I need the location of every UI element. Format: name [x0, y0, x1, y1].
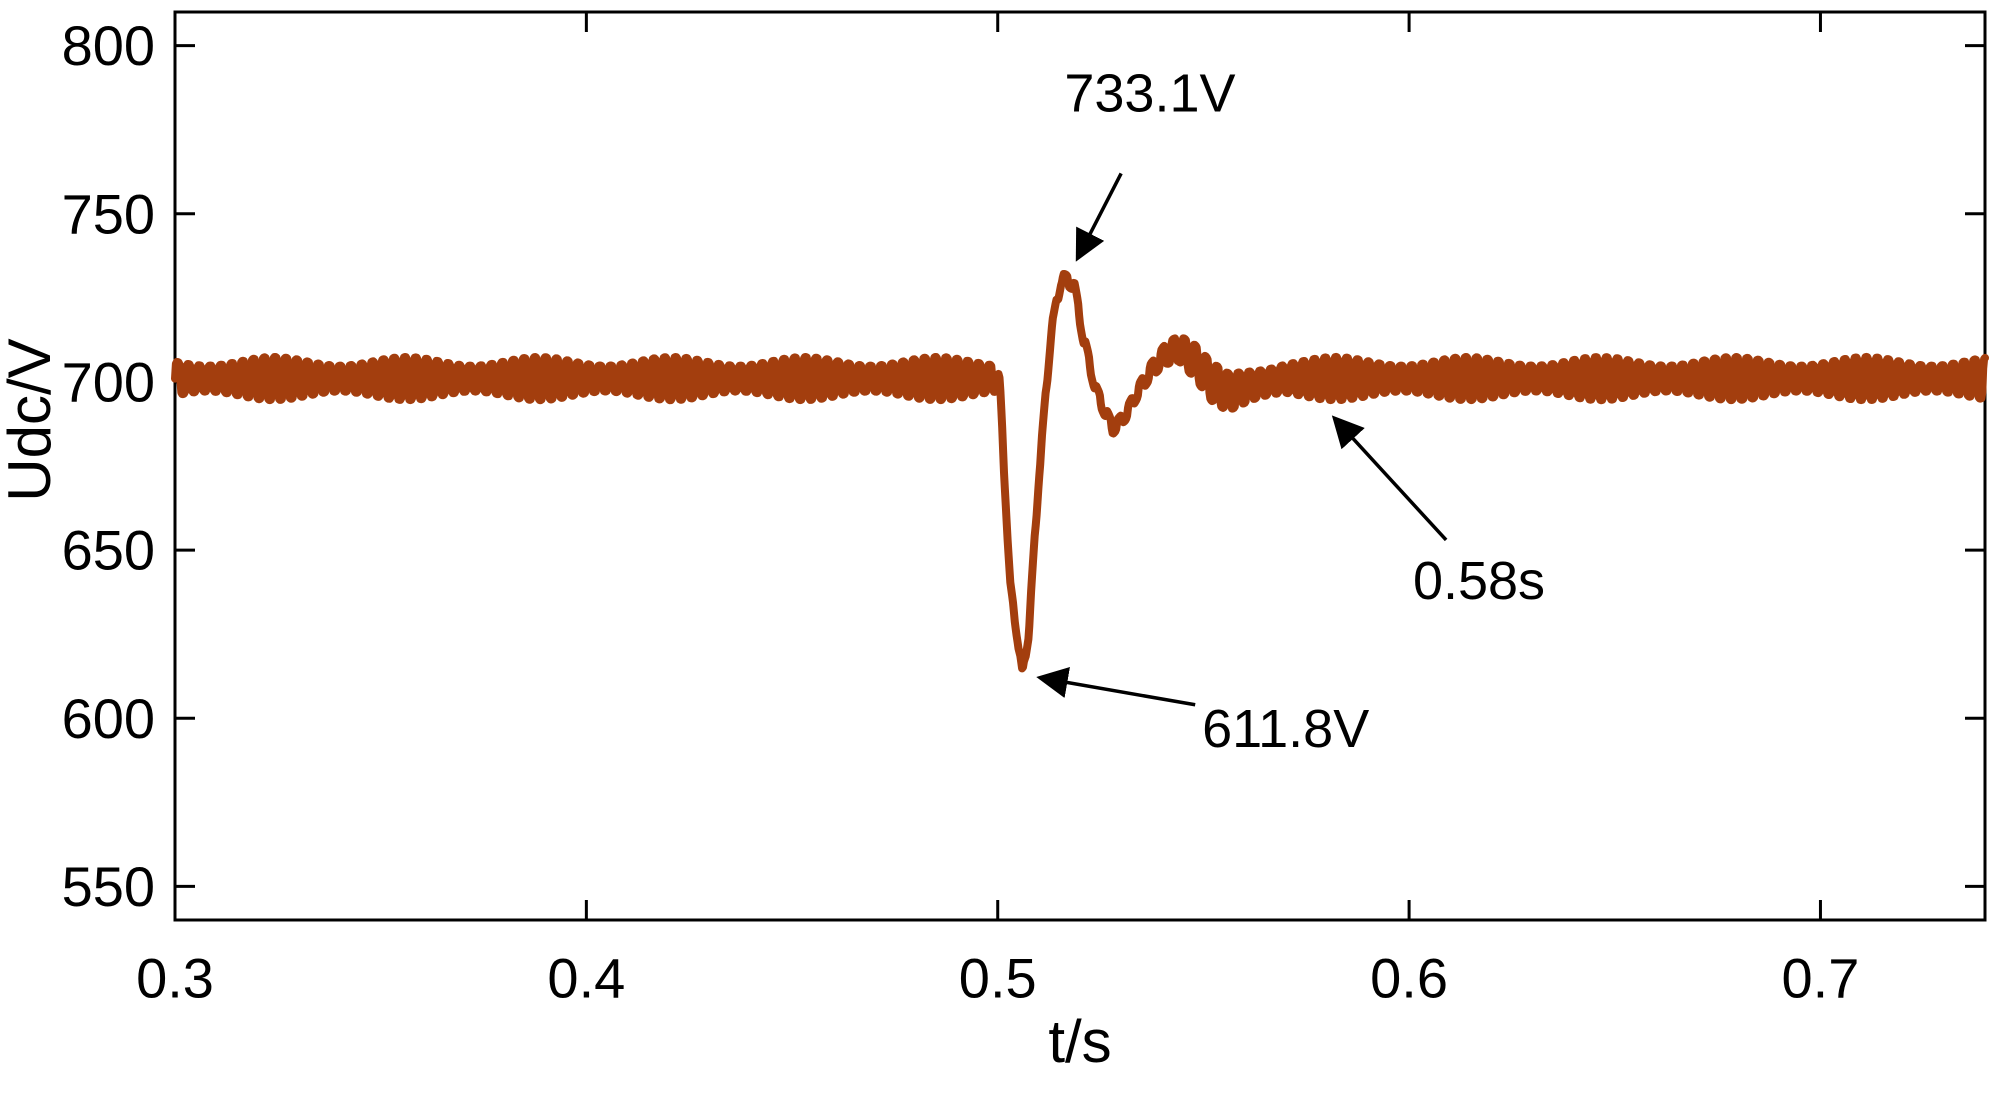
- y-tick-label: 750: [62, 182, 155, 245]
- plot-box: [173, 10, 1987, 922]
- annotation-label: 0.58s: [1413, 551, 1545, 611]
- x-tick-label: 0.5: [959, 947, 1037, 1010]
- x-tick-label: 0.7: [1782, 947, 1860, 1010]
- annotation-arrow: [1331, 415, 1448, 542]
- voltage-trace: [171, 270, 1989, 673]
- y-tick-label: 700: [62, 351, 155, 414]
- annotation-arrow: [1075, 172, 1123, 262]
- x-tick-label: 0.4: [547, 947, 625, 1010]
- x-tick-label: 0.6: [1370, 947, 1448, 1010]
- x-tick-label: 0.3: [136, 947, 214, 1010]
- annotation-arrow: [1036, 666, 1196, 707]
- annotation-label: 611.8V: [1202, 699, 1369, 759]
- x-axis-label: t/s: [1048, 1008, 1112, 1075]
- annotation-label: 733.1V: [1064, 64, 1235, 124]
- y-tick-label: 650: [62, 519, 155, 582]
- y-tick-label: 800: [62, 14, 155, 77]
- y-tick-label: 600: [62, 687, 155, 750]
- y-tick-label: 550: [62, 855, 155, 918]
- y-axis-label: Udc/V: [0, 338, 63, 502]
